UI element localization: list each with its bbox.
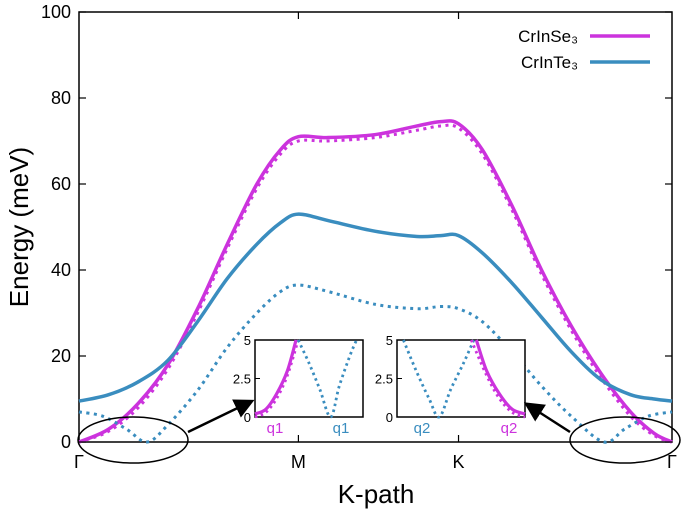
y-tick-label: 0: [61, 432, 71, 452]
x-axis-title: K-path: [338, 479, 415, 509]
inset-x-label: q1: [333, 420, 350, 437]
inset-curve: [254, 339, 300, 419]
inset-frame: [396, 339, 526, 418]
y-axis-title: Energy (meV): [4, 147, 34, 307]
main-curves: [78, 119, 673, 444]
y-ticks: 0 20 40 60 80 100: [41, 2, 672, 452]
inset-y-tick-label: 5: [386, 333, 393, 348]
inset-y-tick-label: 2.5: [375, 372, 393, 387]
inset-curve: [402, 339, 476, 419]
plot-frame: [78, 11, 673, 443]
x-tick-label: K: [453, 452, 465, 472]
series-line-crinse-dotted: [78, 123, 673, 444]
arrow-right: [523, 402, 571, 434]
y-tick-label: 60: [51, 174, 71, 194]
x-tick-label: Γ: [667, 452, 677, 472]
inset-frame: [254, 339, 364, 418]
inset-x-label: q2: [501, 420, 518, 437]
legend: CrInSe₃ CrInTe₃: [518, 27, 650, 72]
legend-label: CrInTe₃: [521, 53, 578, 72]
insets: 0 2.5 5 q1 q1 0 2.5 5 q2 q2: [233, 333, 526, 437]
x-tick-label: M: [291, 452, 306, 472]
inset-curve: [296, 339, 358, 419]
legend-label: CrInSe₃: [518, 27, 578, 46]
inset-x-label: q2: [414, 420, 431, 437]
inset-2: 0 2.5 5 q2 q2: [375, 333, 526, 437]
inset-1: 0 2.5 5 q1 q1: [233, 333, 364, 437]
inset-y-tick-label: 0: [386, 410, 393, 425]
y-tick-label: 40: [51, 260, 71, 280]
arrow-left: [187, 399, 255, 434]
y-tick-label: 100: [41, 2, 71, 22]
inset-y-tick-label: 5: [244, 333, 251, 348]
inset-curve: [474, 339, 526, 416]
series-line-crinte-dotted: [78, 283, 673, 444]
gamma-right-highlight: [569, 416, 681, 464]
series-line-crinse: [78, 119, 673, 444]
gamma-left-highlight: [77, 416, 189, 464]
series-line-crinte: [78, 212, 673, 403]
x-tick-label: Γ: [74, 452, 84, 472]
y-tick-label: 80: [51, 88, 71, 108]
y-tick-label: 20: [51, 346, 71, 366]
inset-y-tick-label: 0: [244, 410, 251, 425]
inset-y-tick-label: 2.5: [233, 372, 251, 387]
inset-x-label: q1: [267, 420, 284, 437]
inset-curve: [254, 339, 298, 416]
